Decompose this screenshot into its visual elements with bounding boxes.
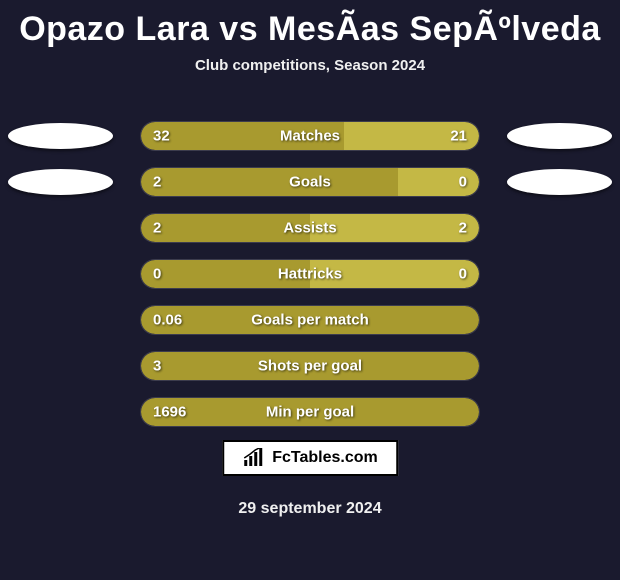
player-left-marker	[8, 123, 113, 149]
player-left-marker	[8, 169, 113, 195]
stat-label: Goals	[289, 174, 331, 191]
stat-bar-track: 2 0 Goals	[140, 167, 480, 197]
stat-label: Min per goal	[266, 404, 354, 421]
brand-text: FcTables.com	[272, 449, 378, 467]
stat-label: Matches	[280, 128, 340, 145]
stat-row: 0.06 Goals per match	[0, 302, 620, 348]
comparison-subtitle: Club competitions, Season 2024	[0, 57, 620, 74]
stat-value-right: 0	[459, 266, 467, 283]
footer-date: 29 september 2024	[238, 500, 381, 518]
stat-row: 2 0 Goals	[0, 164, 620, 210]
stat-value-left: 32	[153, 128, 170, 145]
stat-row: 2 2 Assists	[0, 210, 620, 256]
stat-bar-track: 32 21 Matches	[140, 121, 480, 151]
stat-bar-left	[141, 168, 398, 196]
stat-row: 32 21 Matches	[0, 118, 620, 164]
stat-label: Goals per match	[251, 312, 369, 329]
stat-value-right: 2	[459, 220, 467, 237]
comparison-title: Opazo Lara vs MesÃ­as SepÃºlveda	[0, 0, 620, 49]
stat-label: Assists	[283, 220, 336, 237]
stat-bar-track: 1696 Min per goal	[140, 397, 480, 427]
stat-bar-track: 3 Shots per goal	[140, 351, 480, 381]
stat-value-left: 0	[153, 266, 161, 283]
stat-bar-track: 0 0 Hattricks	[140, 259, 480, 289]
stat-row: 3 Shots per goal	[0, 348, 620, 394]
stat-bar-track: 0.06 Goals per match	[140, 305, 480, 335]
stat-value-right: 21	[450, 128, 467, 145]
stat-row: 1696 Min per goal	[0, 394, 620, 440]
stat-value-left: 1696	[153, 404, 186, 421]
player-right-marker	[507, 123, 612, 149]
stat-bar-track: 2 2 Assists	[140, 213, 480, 243]
stat-row: 0 0 Hattricks	[0, 256, 620, 302]
stat-value-left: 2	[153, 220, 161, 237]
stat-value-right: 0	[459, 174, 467, 191]
comparison-chart: 32 21 Matches 2 0 Goals 2 2 Assists 0 0 Hattricks 0.…	[0, 118, 620, 440]
stat-label: Hattricks	[278, 266, 342, 283]
chart-icon	[242, 448, 266, 468]
player-right-marker	[507, 169, 612, 195]
stat-value-left: 3	[153, 358, 161, 375]
stat-value-left: 0.06	[153, 312, 182, 329]
brand-badge: FcTables.com	[222, 440, 398, 476]
stat-value-left: 2	[153, 174, 161, 191]
stat-label: Shots per goal	[258, 358, 362, 375]
